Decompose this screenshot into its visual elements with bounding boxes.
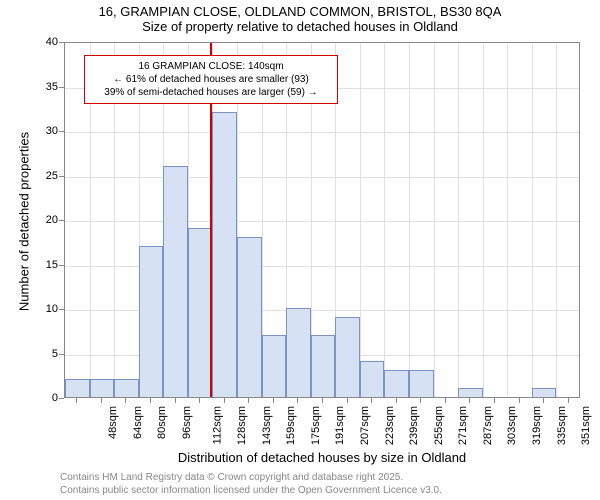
y-tick-mark [59,42,64,43]
y-tick-mark [59,87,64,88]
x-tick-mark [469,398,470,403]
annotation-box: 16 GRAMPIAN CLOSE: 140sqm ← 61% of detac… [84,55,338,104]
histogram-bar [360,361,385,397]
gridline-v [556,43,557,397]
x-tick-label: 96sqm [181,406,193,439]
x-tick-label: 159sqm [285,406,297,445]
title-line2: Size of property relative to detached ho… [0,19,600,34]
x-tick-mark [175,398,176,403]
gridline-v [434,43,435,397]
x-tick-mark [347,398,348,403]
annotation-line3: 39% of semi-detached houses are larger (… [93,86,329,99]
annotation-line2: ← 61% of detached houses are smaller (93… [93,73,329,86]
x-tick-mark [76,398,77,403]
footer-line2: Contains public sector information licen… [60,485,442,496]
title-line1: 16, GRAMPIAN CLOSE, OLDLAND COMMON, BRIS… [0,4,600,19]
annotation-line1: 16 GRAMPIAN CLOSE: 140sqm [93,60,329,73]
histogram-bar [237,237,262,397]
gridline-v [458,43,459,397]
x-tick-mark [396,398,397,403]
x-tick-mark [199,398,200,403]
histogram-bar [286,308,311,397]
y-tick-label: 25 [0,170,58,182]
x-tick-label: 271sqm [457,406,469,445]
y-tick-label: 0 [0,392,58,404]
x-tick-mark [101,398,102,403]
gridline-v [409,43,410,397]
x-tick-label: 287sqm [482,406,494,445]
chart-container: 16, GRAMPIAN CLOSE, OLDLAND COMMON, BRIS… [0,0,600,500]
histogram-bar [384,370,409,397]
y-tick-mark [59,131,64,132]
y-tick-mark [59,309,64,310]
x-tick-label: 207sqm [359,406,371,445]
gridline-v [483,43,484,397]
x-tick-mark [273,398,274,403]
footer-line1: Contains HM Land Registry data © Crown c… [60,472,403,483]
x-tick-mark [371,398,372,403]
gridline-h [65,132,579,133]
x-tick-label: 191sqm [335,406,347,445]
x-tick-label: 80sqm [156,406,168,439]
y-tick-mark [59,176,64,177]
y-tick-label: 10 [0,303,58,315]
y-tick-mark [59,354,64,355]
x-tick-label: 351sqm [580,406,592,445]
x-tick-mark [248,398,249,403]
y-tick-mark [59,265,64,266]
gridline-h [65,177,579,178]
x-tick-mark [445,398,446,403]
histogram-bar [139,246,164,397]
y-tick-label: 35 [0,81,58,93]
y-tick-label: 5 [0,348,58,360]
x-tick-label: 319sqm [531,406,543,445]
x-tick-mark [568,398,569,403]
y-tick-label: 30 [0,125,58,137]
gridline-v [360,43,361,397]
gridline-v [532,43,533,397]
histogram-bar [188,228,213,397]
x-tick-mark [543,398,544,403]
x-tick-label: 223sqm [384,406,396,445]
histogram-bar [65,379,90,397]
x-tick-label: 48sqm [107,406,119,439]
x-tick-label: 239sqm [408,406,420,445]
gridline-v [384,43,385,397]
x-tick-mark [519,398,520,403]
x-tick-mark [150,398,151,403]
x-tick-mark [494,398,495,403]
x-tick-mark [322,398,323,403]
y-tick-label: 15 [0,259,58,271]
histogram-bar [311,335,336,397]
y-tick-label: 40 [0,36,58,48]
y-tick-mark [59,220,64,221]
x-tick-mark [125,398,126,403]
histogram-bar [532,388,557,397]
y-tick-label: 20 [0,214,58,226]
x-tick-mark [420,398,421,403]
histogram-bar [90,379,115,397]
x-tick-label: 255sqm [433,406,445,445]
x-tick-label: 64sqm [132,406,144,439]
histogram-bar [163,166,188,397]
histogram-bar [409,370,434,397]
histogram-bar [114,379,139,397]
histogram-bar [262,335,287,397]
x-tick-label: 303sqm [507,406,519,445]
x-tick-label: 143sqm [261,406,273,445]
histogram-bar [335,317,360,397]
x-tick-label: 175sqm [310,406,322,445]
gridline-v [507,43,508,397]
y-tick-mark [59,398,64,399]
x-tick-mark [297,398,298,403]
x-axis-label: Distribution of detached houses by size … [64,450,580,465]
gridline-h [65,221,579,222]
x-tick-label: 112sqm [211,406,223,444]
x-tick-label: 128sqm [236,406,248,445]
x-tick-label: 335sqm [556,406,568,445]
histogram-bar [458,388,483,397]
title-block: 16, GRAMPIAN CLOSE, OLDLAND COMMON, BRIS… [0,0,600,34]
x-tick-mark [224,398,225,403]
histogram-bar [212,112,237,397]
